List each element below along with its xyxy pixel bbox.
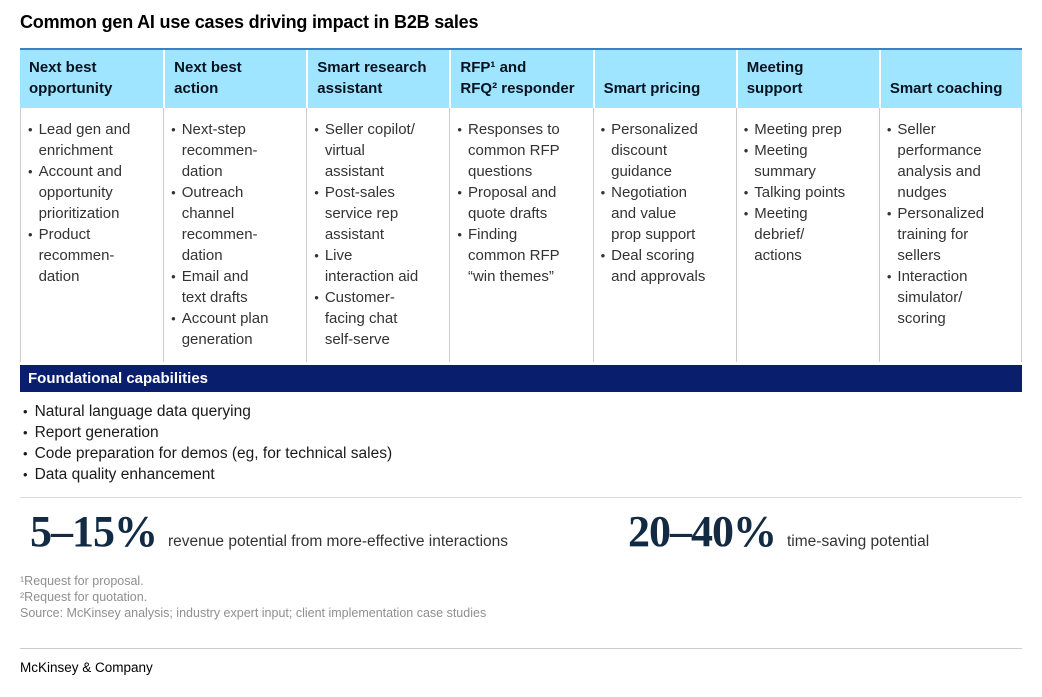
foundational-capabilities-list: Natural language data querying Report ge… bbox=[20, 392, 1022, 485]
revenue-stat-label: revenue potential from more-effective in… bbox=[168, 533, 509, 550]
foundational-item: Report generation bbox=[23, 422, 1022, 443]
column-header-meeting-support: Meeting support bbox=[735, 50, 879, 108]
bullet-item: Product recommen- dation bbox=[28, 224, 157, 287]
footnote-rfq: ²Request for quotation. bbox=[20, 590, 148, 605]
bullet-item: Interaction simulator/ scoring bbox=[887, 266, 1015, 329]
page-title: Common gen AI use cases driving impact i… bbox=[20, 12, 479, 32]
column-body-rfp-rfq-responder: Responses to common RFP questions Propos… bbox=[449, 108, 592, 362]
column-body-smart-coaching: Seller performance analysis and nudges P… bbox=[878, 108, 1022, 362]
footer-divider bbox=[20, 648, 1022, 650]
column-header-smart-research-assistant: Smart research assistant bbox=[306, 50, 450, 108]
bullet-item: Negotiation and value prop support bbox=[601, 182, 730, 245]
column-body-next-best-action: Next-step recommen- dation Outreach chan… bbox=[163, 108, 306, 362]
foundational-item: Data quality enhancement bbox=[23, 464, 1022, 485]
bullet-item: Live interaction aid bbox=[314, 245, 443, 287]
exhibit-page: Common gen AI use cases driving impact i… bbox=[0, 0, 1042, 675]
stats-divider bbox=[20, 497, 1022, 498]
bullet-item: Deal scoring and approvals bbox=[601, 245, 730, 287]
bullet-item: Outreach channel recommen- dation bbox=[171, 182, 300, 266]
foundational-item: Natural language data querying bbox=[23, 401, 1022, 422]
column-body-smart-research-assistant: Seller copilot/ virtual assistant Post-s… bbox=[306, 108, 449, 362]
time-saving-stat-value: 20–40% bbox=[628, 507, 777, 556]
footnotes: ¹Request for proposal. ²Request for quot… bbox=[20, 573, 1022, 621]
bullet-item: Customer- facing chat self-serve bbox=[314, 287, 443, 350]
bullet-item: Talking points bbox=[744, 182, 873, 203]
column-header-rfp-rfq-responder: RFP¹ and RFQ² responder bbox=[449, 50, 593, 108]
column-header-next-best-opportunity: Next best opportunity bbox=[20, 50, 164, 108]
impact-stats: 5–15% revenue potential from more-effect… bbox=[20, 498, 1022, 556]
bullet-item: Lead gen and enrichment bbox=[28, 119, 157, 161]
foundational-item: Code preparation for demos (eg, for tech… bbox=[23, 443, 1022, 464]
bullet-item: Email and text drafts bbox=[171, 266, 300, 308]
bullet-item: Responses to common RFP questions bbox=[457, 119, 586, 182]
time-saving-stat-label: time-saving potential bbox=[787, 533, 930, 550]
bullet-item: Post-sales service rep assistant bbox=[314, 182, 443, 245]
footnote-rfp: ¹Request for proposal. bbox=[20, 574, 144, 589]
revenue-stat: 5–15% revenue potential from more-effect… bbox=[30, 507, 628, 556]
bullet-item: Finding common RFP “win themes” bbox=[457, 224, 586, 287]
mckinsey-wordmark: McKinsey & Company bbox=[20, 660, 153, 676]
column-body-smart-pricing: Personalized discount guidance Negotiati… bbox=[592, 108, 736, 362]
time-saving-stat: 20–40% time-saving potential bbox=[628, 507, 930, 556]
bullet-item: Account and opportunity prioritization bbox=[28, 161, 157, 224]
column-header-smart-pricing: Smart pricing bbox=[592, 50, 736, 108]
bullet-item: Proposal and quote drafts bbox=[457, 182, 586, 224]
bullet-item: Personalized training for sellers bbox=[887, 203, 1015, 266]
footnote-source: Source: McKinsey analysis; industry expe… bbox=[20, 606, 487, 621]
use-cases-table: Next best opportunity Next best action S… bbox=[20, 48, 1022, 362]
column-body-next-best-opportunity: Lead gen and enrichment Account and oppo… bbox=[20, 108, 163, 362]
bullet-item: Meeting debrief/ actions bbox=[744, 203, 873, 266]
bullet-item: Next-step recommen- dation bbox=[171, 119, 300, 182]
foundational-capabilities-bar: Foundational capabilities bbox=[20, 365, 1022, 392]
table-grid: Next best opportunity Next best action S… bbox=[20, 50, 1022, 362]
bullet-item: Seller copilot/ virtual assistant bbox=[314, 119, 443, 182]
bullet-item: Personalized discount guidance bbox=[601, 119, 730, 182]
bullet-item: Meeting prep bbox=[744, 119, 873, 140]
bullet-item: Account plan generation bbox=[171, 308, 300, 350]
column-body-meeting-support: Meeting prep Meeting summary Talking poi… bbox=[735, 108, 879, 362]
column-header-next-best-action: Next best action bbox=[163, 50, 307, 108]
column-header-smart-coaching: Smart coaching bbox=[878, 50, 1022, 108]
revenue-stat-value: 5–15% bbox=[30, 507, 158, 556]
bullet-item: Seller performance analysis and nudges bbox=[887, 119, 1015, 203]
bullet-item: Meeting summary bbox=[744, 140, 873, 182]
